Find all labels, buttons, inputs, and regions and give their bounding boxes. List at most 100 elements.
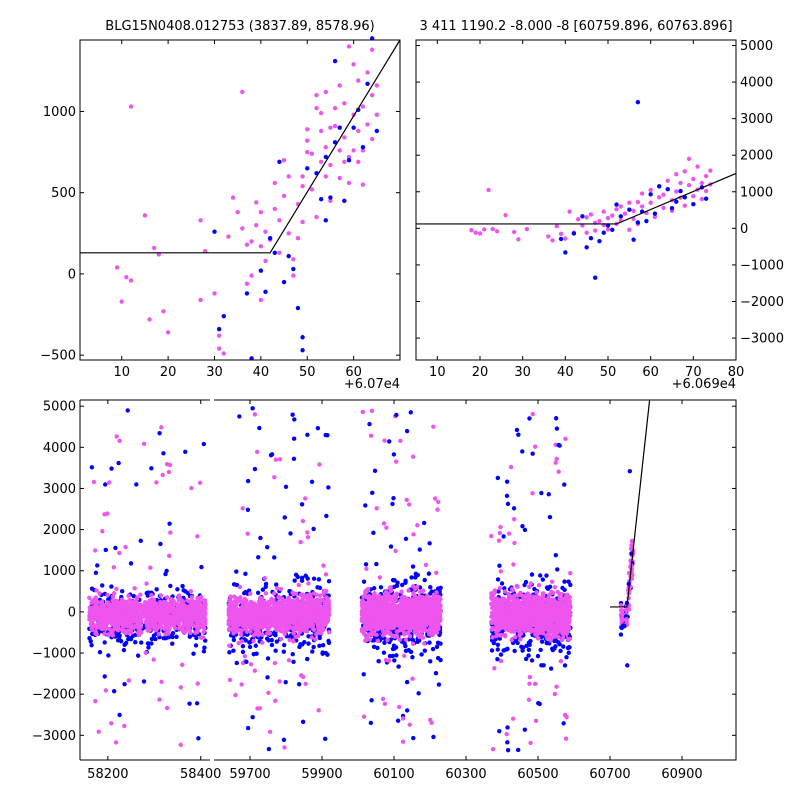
data-point [156, 607, 162, 612]
data-point [154, 480, 159, 485]
data-point [363, 503, 368, 508]
data-point [129, 602, 135, 608]
data-point [248, 662, 254, 667]
data-point [380, 696, 386, 702]
data-point [400, 617, 405, 623]
data-point [404, 497, 409, 503]
data-point [163, 631, 168, 637]
data-point [235, 617, 240, 623]
data-point [417, 610, 423, 616]
data-point [263, 289, 268, 294]
data-point [575, 217, 581, 222]
data-point [314, 93, 319, 98]
data-point [111, 565, 117, 570]
data-point [227, 650, 232, 655]
data-point [421, 520, 427, 526]
data-point [703, 173, 709, 179]
data-point [627, 207, 632, 212]
data-point [388, 614, 394, 620]
data-point [482, 227, 487, 232]
data-point [313, 637, 318, 642]
data-point [292, 578, 297, 583]
data-point [94, 588, 99, 593]
data-point [216, 326, 222, 332]
data-point [369, 47, 375, 52]
data-point [260, 640, 265, 645]
data-point [170, 618, 176, 623]
data-point [192, 616, 197, 621]
data-point [99, 602, 104, 607]
data-point [309, 187, 315, 192]
data-point [183, 612, 189, 617]
data-point [178, 685, 184, 690]
data-point [253, 643, 259, 648]
data-point [153, 621, 158, 626]
data-point [187, 701, 192, 706]
data-point [100, 583, 105, 588]
data-point [288, 531, 293, 536]
data-point [249, 273, 254, 278]
data-point [298, 615, 303, 620]
data-point [359, 609, 365, 614]
data-point [93, 570, 99, 575]
data-point [429, 720, 434, 726]
data-point [180, 662, 185, 668]
data-point [249, 239, 254, 244]
data-point [159, 679, 164, 685]
data-point [273, 648, 278, 653]
data-point [328, 198, 333, 204]
data-point [652, 211, 658, 216]
data-point [691, 193, 696, 199]
data-point [401, 606, 406, 611]
data-point [125, 602, 131, 607]
data-point [323, 89, 328, 95]
data-point [631, 208, 636, 213]
data-point [317, 635, 322, 641]
data-point [198, 218, 203, 223]
data-point [371, 610, 376, 615]
data-point [323, 650, 329, 656]
data-point [198, 635, 204, 640]
data-point [293, 634, 298, 640]
data-point [236, 640, 241, 646]
x-tick-label: 60 [642, 365, 659, 380]
data-point [415, 523, 420, 528]
data-point [394, 629, 399, 634]
data-point [154, 626, 160, 631]
data-point [286, 658, 292, 663]
data-point [112, 620, 117, 625]
data-point [157, 431, 162, 436]
data-point [309, 610, 315, 615]
data-point [417, 547, 422, 552]
data-point [316, 613, 322, 618]
data-point [550, 238, 555, 243]
data-point [416, 638, 422, 643]
data-point [293, 591, 299, 596]
data-point [291, 659, 296, 665]
data-point [351, 62, 356, 67]
data-point [286, 253, 291, 259]
data-point [306, 581, 311, 586]
data-point [227, 677, 233, 683]
data-point [266, 607, 272, 613]
data-point [584, 215, 589, 220]
x-tick-label: 50 [600, 365, 617, 380]
data-point [323, 736, 328, 742]
data-point [618, 214, 623, 219]
data-point [346, 180, 352, 186]
data-point [422, 641, 427, 646]
data-point [644, 218, 649, 224]
data-point [314, 214, 319, 220]
data-point [197, 598, 202, 603]
data-point [95, 614, 100, 619]
data-point [392, 658, 397, 663]
data-point [503, 212, 508, 218]
data-point [351, 125, 356, 130]
data-point [308, 595, 314, 600]
data-point [166, 634, 172, 640]
data-point [201, 629, 206, 635]
data-point [238, 632, 244, 637]
data-point [279, 608, 284, 613]
data-point [390, 609, 395, 615]
